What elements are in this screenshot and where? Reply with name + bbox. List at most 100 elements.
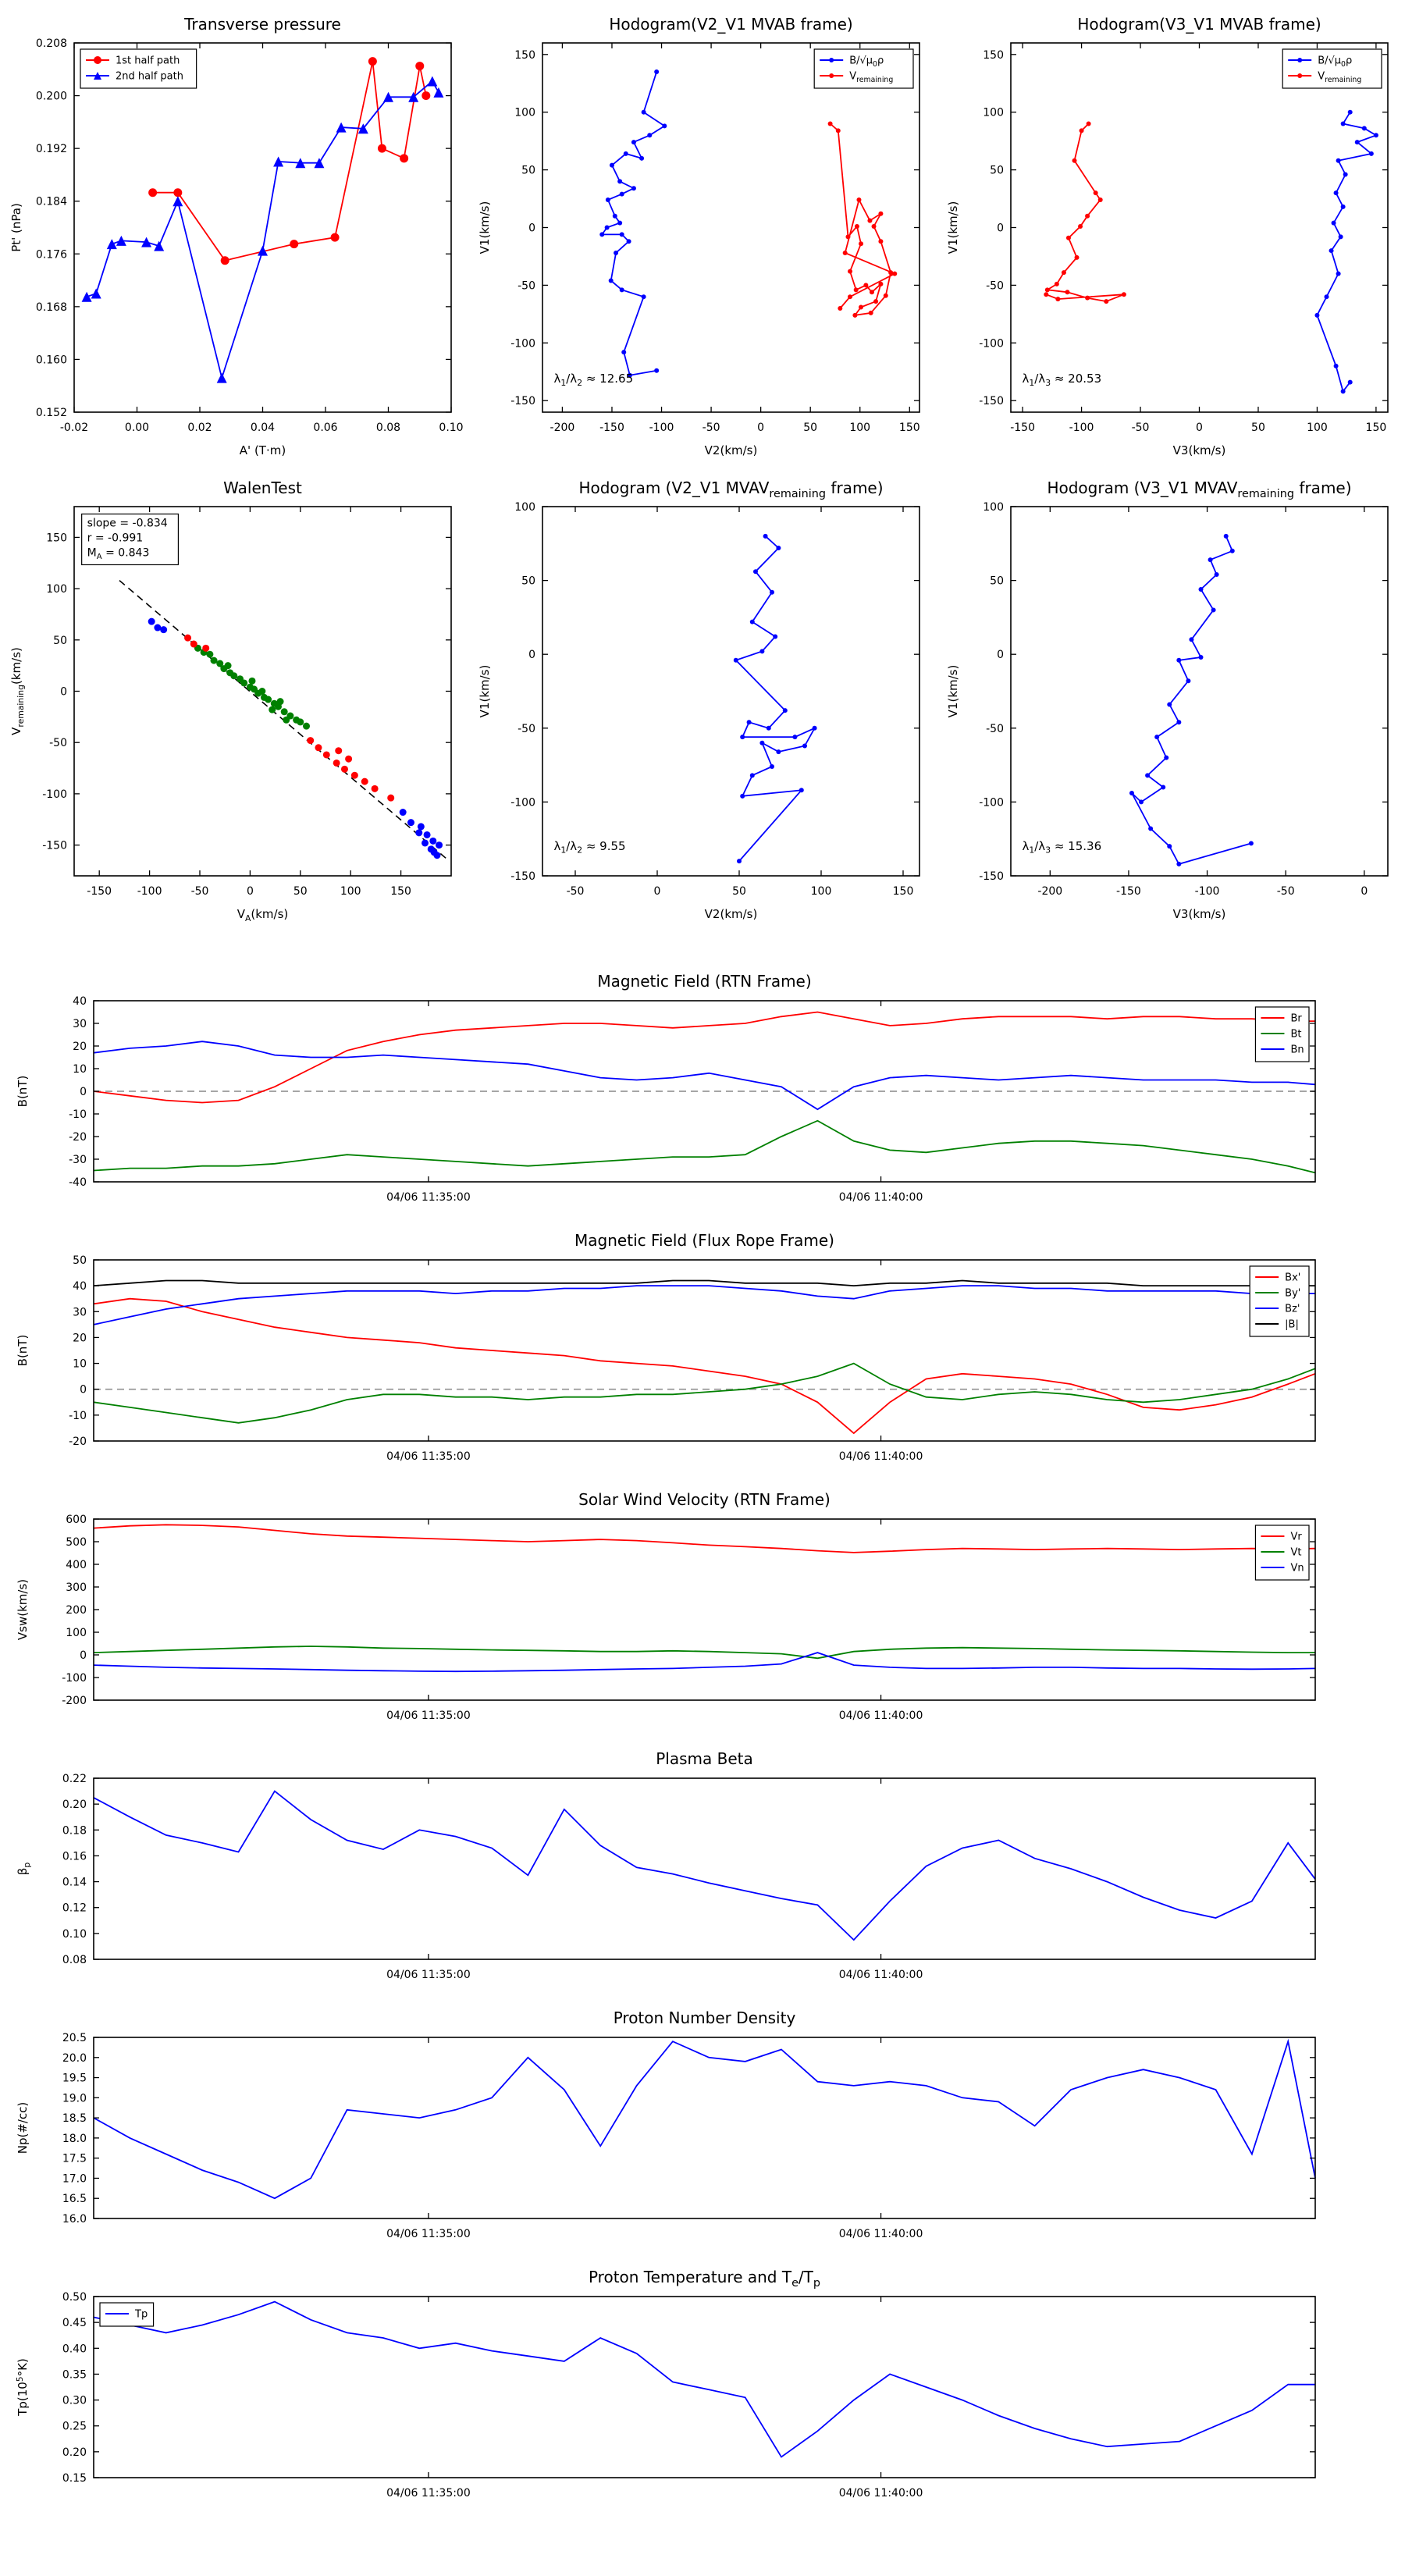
svg-text:-100: -100 [649,422,674,434]
svg-text:MA = 0.843: MA = 0.843 [87,546,150,561]
svg-text:0.160: 0.160 [36,354,67,366]
svg-text:0: 0 [997,649,1004,661]
svg-text:150: 150 [46,532,67,544]
svg-text:150: 150 [390,885,411,898]
svg-text:0.04: 0.04 [251,422,275,434]
svg-text:Vremaining(km/s): Vremaining(km/s) [9,647,26,735]
svg-text:16.5: 16.5 [62,2193,87,2205]
svg-text:Pt' (nPa): Pt' (nPa) [9,203,23,252]
svg-text:-20: -20 [69,1131,87,1144]
svg-text:50: 50 [521,165,535,177]
svg-text:-50: -50 [518,279,535,292]
svg-text:Bt: Bt [1290,1029,1301,1041]
svg-text:-100: -100 [979,337,1004,350]
svg-text:-200: -200 [550,422,575,434]
svg-text:04/06 11:35:00: 04/06 11:35:00 [386,1710,471,1722]
svg-text:0.40: 0.40 [62,2343,87,2355]
chart-transverse-pressure: -0.02 0.00 0.02 0.04 0.06 0.08 0.10 0.152 0.160 0… [9,15,464,457]
svg-text:20.0: 20.0 [62,2052,87,2065]
svg-text:150: 150 [899,422,920,434]
svg-text:Vremaining: Vremaining [1318,71,1361,84]
svg-text:-100: -100 [42,788,67,801]
svg-text:-20: -20 [69,1436,87,1448]
chart-hodogram-v2v1-mvav: -50 0 50 100 150 -150 -100 -50 0 50 100 Hodogram (V… [478,479,920,921]
svg-text:0.50: 0.50 [62,2291,87,2304]
svg-text:B(nT): B(nT) [16,1335,30,1367]
svg-text:0.25: 0.25 [62,2421,87,2433]
svg-text:0.00: 0.00 [125,422,149,434]
svg-text:19.5: 19.5 [62,2073,87,2085]
chart-proton-temperature: 04/06 11:35:00 04/06 11:40:00 0.15 0.20 0.25… [15,2268,1316,2500]
svg-text:0: 0 [528,649,535,661]
svg-text:-0.02: -0.02 [60,422,88,434]
svg-text:0.02: 0.02 [187,422,212,434]
svg-text:50: 50 [803,422,817,434]
svg-text:-100: -100 [1069,422,1094,434]
svg-text:Vn: Vn [1290,1563,1304,1574]
svg-text:04/06 11:40:00: 04/06 11:40:00 [839,1969,923,1981]
svg-text:0.35: 0.35 [62,2368,87,2381]
panel-row-1: -0.02 0.00 0.02 0.04 0.06 0.08 0.10 0.152 0.160 0… [0,8,1405,468]
svg-text:100: 100 [1307,422,1328,434]
svg-text:-100: -100 [979,796,1004,809]
svg-text:0: 0 [654,885,661,898]
svg-text:-50: -50 [567,885,585,898]
svg-text:18.0: 18.0 [62,2133,87,2145]
svg-text:0.20: 0.20 [62,2446,87,2459]
svg-text:-150: -150 [510,870,535,883]
svg-text:0.208: 0.208 [36,37,67,50]
svg-text:0.45: 0.45 [62,2317,87,2329]
chart-plasma-beta: 04/06 11:35:00 04/06 11:40:00 0.08 0.10 0.12… [16,1749,1316,1981]
svg-text:0.08: 0.08 [376,422,400,434]
chart-walen-test: -150 -100 -50 0 50 100 150 -150 -100 -50 0 50 100 150… [9,479,452,923]
svg-text:50: 50 [53,635,67,647]
svg-text:Vremaining: Vremaining [849,71,893,84]
svg-text:04/06 11:35:00: 04/06 11:35:00 [386,2228,471,2240]
svg-text:-150: -150 [599,422,624,434]
svg-text:04/06 11:40:00: 04/06 11:40:00 [839,1191,923,1204]
svg-text:Hodogram(V2_V1 MVAB frame): Hodogram(V2_V1 MVAB frame) [609,15,852,34]
svg-text:Tp(105°K): Tp(105°K) [15,2358,30,2417]
svg-text:400: 400 [66,1559,87,1571]
svg-text:0.15: 0.15 [62,2472,87,2485]
svg-text:500: 500 [66,1536,87,1549]
svg-text:Hodogram (V3_V1 MVAVremaining: Hodogram (V3_V1 MVAVremaining frame) [1047,479,1351,500]
svg-text:100: 100 [514,501,535,514]
svg-text:19.0: 19.0 [62,2092,87,2105]
svg-text:0: 0 [1196,422,1203,434]
svg-text:0: 0 [757,422,764,434]
chart-magnetic-field-rtn: 04/06 11:35:00 04/06 11:40:00 -40 -30 -20 -10… [16,972,1316,1204]
svg-text:0: 0 [80,1649,87,1662]
svg-text:-150: -150 [979,395,1004,407]
svg-text:0.176: 0.176 [36,248,67,261]
svg-text:Hodogram(V3_V1 MVAB frame): Hodogram(V3_V1 MVAB frame) [1077,15,1321,34]
svg-text:-50: -50 [518,723,535,735]
svg-text:-150: -150 [1116,885,1141,898]
svg-text:Proton Temperature and Te/Tp: Proton Temperature and Te/Tp [589,2268,820,2290]
svg-text:50: 50 [521,575,535,588]
svg-text:λ1/λ3 ≈ 20.53: λ1/λ3 ≈ 20.53 [1022,372,1101,388]
svg-text:100: 100 [983,501,1004,514]
svg-text:-150: -150 [510,395,535,407]
svg-text:50: 50 [990,575,1004,588]
svg-text:Magnetic Field (Flux Rope Fram: Magnetic Field (Flux Rope Frame) [574,1231,834,1250]
svg-text:-50: -50 [1277,885,1295,898]
svg-text:0: 0 [1361,885,1368,898]
svg-text:Br: Br [1290,1013,1302,1025]
svg-text:04/06 11:35:00: 04/06 11:35:00 [386,2487,471,2500]
svg-text:40: 40 [73,995,87,1008]
svg-text:VA(km/s): VA(km/s) [237,907,289,923]
svg-text:100: 100 [849,422,870,434]
svg-text:300: 300 [66,1582,87,1594]
svg-text:-100: -100 [62,1672,87,1685]
chart-magnetic-field-flux-rope: 04/06 11:35:00 04/06 11:40:00 -20 -10 0 10 20 3… [16,1231,1316,1463]
svg-text:04/06 11:40:00: 04/06 11:40:00 [839,1710,923,1722]
svg-text:-100: -100 [510,796,535,809]
svg-text:17.0: 17.0 [62,2172,87,2185]
svg-text:Hodogram (V2_V1 MVAVremaining: Hodogram (V2_V1 MVAVremaining frame) [578,479,883,500]
svg-text:04/06 11:40:00: 04/06 11:40:00 [839,1450,923,1463]
svg-text:04/06 11:35:00: 04/06 11:35:00 [386,1969,471,1981]
svg-text:Tp: Tp [134,2309,148,2321]
svg-text:Vt: Vt [1290,1547,1301,1559]
